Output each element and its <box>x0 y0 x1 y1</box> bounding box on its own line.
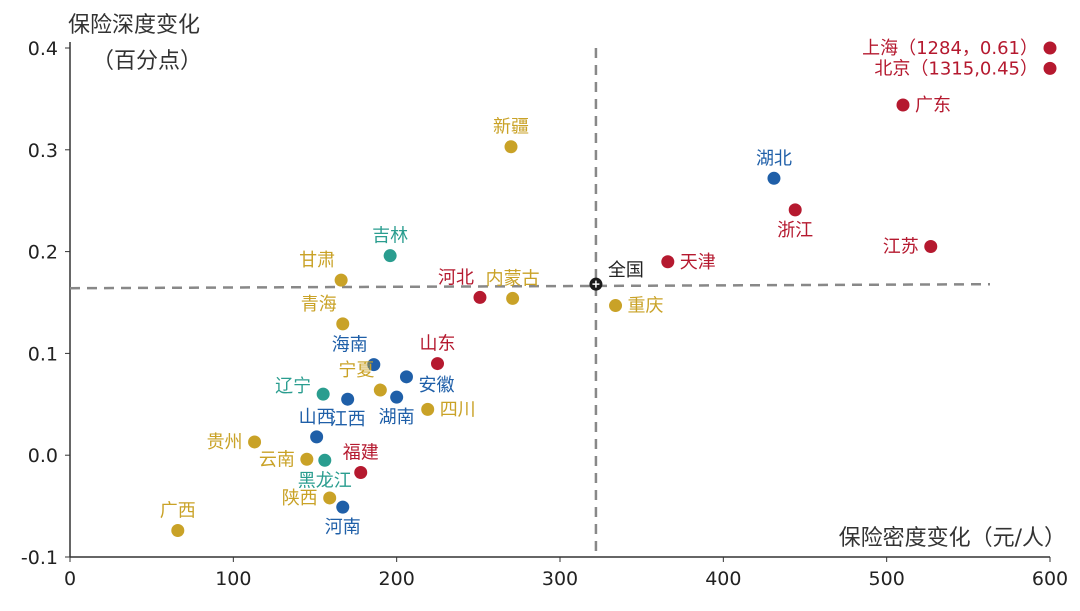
data-point-label: 宁夏 <box>338 360 374 381</box>
x-tick-label: 600 <box>1032 568 1068 590</box>
data-point-label: 上海（1284，0.61） <box>862 38 1038 59</box>
data-point-label: 福建 <box>343 443 379 464</box>
data-point <box>661 255 675 269</box>
data-point-label: 吉林 <box>372 226 408 247</box>
y-tick-label: 0.1 <box>28 343 58 365</box>
x-tick-label: 400 <box>705 568 741 590</box>
reference-lines <box>69 48 991 557</box>
y-tick-label: 0.3 <box>28 140 58 162</box>
y-tick-label: 0.2 <box>28 242 58 264</box>
national-marker-cross <box>592 280 600 288</box>
data-point-label: 河南 <box>325 517 361 538</box>
data-point <box>421 402 435 416</box>
data-point-label: 青海 <box>301 294 337 315</box>
y-tick-label: -0.1 <box>21 547 58 569</box>
data-point <box>767 171 781 185</box>
data-point <box>323 491 337 505</box>
data-point <box>1043 41 1057 55</box>
data-point <box>300 452 314 466</box>
data-point <box>609 299 623 313</box>
data-point-label: 重庆 <box>628 296 664 317</box>
data-point-label: 辽宁 <box>275 376 311 397</box>
data-point-label: 云南 <box>259 449 295 470</box>
ticks: 0 100 200 300 400 500 600 -0.1 0.0 0.1 0.2 0.3 0.4 <box>21 38 1068 590</box>
y-tick-label: 0.4 <box>28 38 58 60</box>
data-point-label: 新疆 <box>493 117 529 138</box>
data-point-label: 广西 <box>160 501 196 522</box>
data-points <box>171 41 1057 538</box>
data-point <box>390 390 404 404</box>
data-point-label: 山西 <box>299 407 335 428</box>
data-point-label: 全国 <box>608 260 644 281</box>
data-point-label: 海南 <box>332 335 368 356</box>
data-point <box>318 453 332 467</box>
data-point-label: 甘肃 <box>299 250 335 271</box>
data-point <box>248 435 262 449</box>
data-point <box>788 203 802 217</box>
data-point <box>341 392 355 406</box>
axes <box>69 42 1050 558</box>
y-axis-title-line2: （百分点） <box>92 49 202 74</box>
y-axis-title-line1: 保险深度变化 <box>68 13 200 38</box>
data-point-label: 安徽 <box>418 375 454 396</box>
data-point <box>373 383 387 397</box>
data-point-label: 黑龙江 <box>298 470 352 491</box>
data-point <box>354 466 368 480</box>
data-point-label: 湖南 <box>379 407 415 428</box>
x-tick-label: 300 <box>542 568 578 590</box>
data-point <box>473 290 487 304</box>
x-tick-label: 100 <box>215 568 251 590</box>
data-point-label: 北京（1315,0.45） <box>874 58 1038 79</box>
horizontal-reference-line <box>69 282 991 290</box>
x-tick-label: 200 <box>379 568 415 590</box>
y-tick-label: 0.0 <box>28 445 58 467</box>
data-point <box>336 500 350 514</box>
data-point <box>171 524 185 538</box>
data-point <box>504 140 518 154</box>
data-point-label: 湖北 <box>756 148 792 169</box>
data-point-label: 山东 <box>420 334 456 355</box>
data-point <box>506 291 520 305</box>
data-point-label: 江苏 <box>883 237 919 258</box>
data-point <box>1043 61 1057 75</box>
data-point-label: 河北 <box>438 267 474 288</box>
data-point-label: 广东 <box>915 95 951 116</box>
data-point <box>367 358 381 372</box>
axis-titles: 保险深度变化 （百分点） 保险密度变化（元/人） <box>68 13 1066 551</box>
data-point <box>336 317 350 331</box>
x-tick-label: 500 <box>869 568 905 590</box>
data-point <box>431 357 444 371</box>
data-point-label: 陕西 <box>282 488 318 509</box>
data-point <box>334 273 348 287</box>
data-point <box>316 387 330 401</box>
data-point <box>399 370 413 384</box>
data-point-label: 四川 <box>440 399 476 420</box>
data-point-label: 江西 <box>330 409 366 430</box>
data-point <box>383 249 397 263</box>
data-point-label: 浙江 <box>777 220 813 241</box>
data-point-label: 天津 <box>680 252 716 273</box>
data-point-label: 贵州 <box>207 432 243 453</box>
data-point <box>310 430 324 444</box>
x-tick-label: 0 <box>64 568 76 590</box>
data-point-label: 内蒙古 <box>486 268 540 289</box>
data-point <box>924 240 938 254</box>
data-point <box>896 98 910 112</box>
x-axis-title: 保险密度变化（元/人） <box>839 526 1066 551</box>
